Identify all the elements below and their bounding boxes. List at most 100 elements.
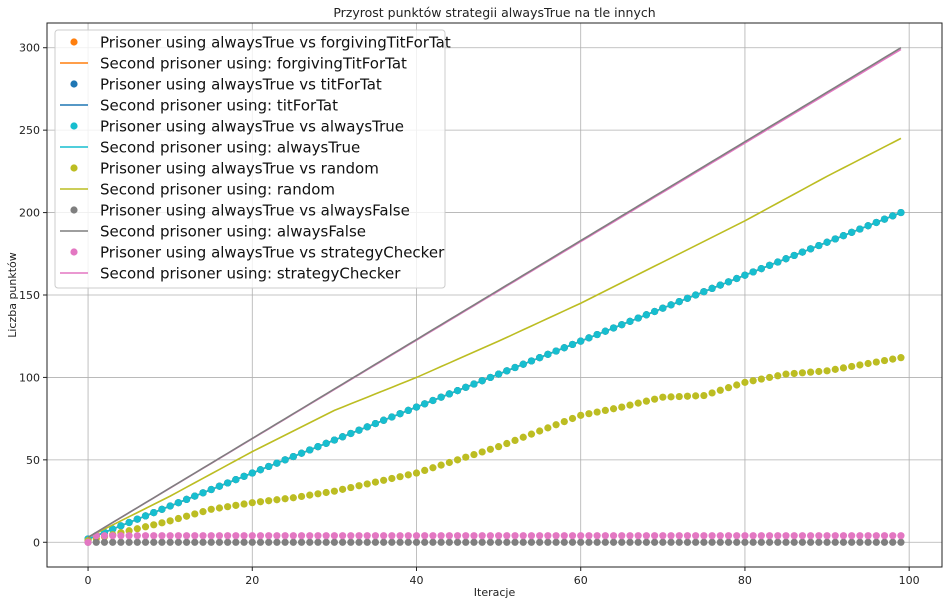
data-point [708, 532, 716, 540]
data-point [191, 492, 199, 500]
data-point [503, 367, 511, 375]
data-point [478, 448, 486, 456]
data-point [347, 538, 355, 546]
data-point [347, 532, 355, 540]
x-tick-label: 20 [245, 574, 259, 587]
data-point [601, 532, 609, 540]
data-point [593, 330, 601, 339]
data-point [445, 390, 453, 398]
data-point [437, 532, 445, 540]
data-point [445, 458, 453, 467]
data-point [790, 532, 798, 540]
data-point [765, 532, 774, 540]
data-point [568, 538, 577, 546]
data-point [503, 439, 511, 448]
data-point [486, 538, 494, 546]
data-point [577, 538, 585, 546]
series-line [87, 137, 902, 539]
data-point [675, 538, 683, 546]
data-point [388, 532, 396, 540]
data-point [133, 515, 141, 523]
data-point [182, 512, 191, 520]
data-point [659, 393, 667, 401]
data-point [166, 502, 174, 510]
data-point [823, 238, 831, 246]
data-point [84, 538, 92, 546]
data-point [536, 427, 544, 435]
data-point [338, 433, 347, 441]
data-point [536, 354, 544, 362]
data-point [798, 369, 807, 377]
data-point [380, 532, 388, 540]
data-point [856, 532, 864, 540]
data-point [150, 538, 158, 546]
data-point [355, 538, 363, 546]
data-point [478, 532, 486, 540]
data-point [363, 532, 371, 540]
data-point [314, 443, 322, 451]
data-point [733, 274, 741, 283]
series-layer [84, 47, 905, 546]
data-point [150, 521, 158, 529]
data-point [314, 532, 322, 540]
data-point [462, 453, 470, 461]
data-point [889, 538, 897, 546]
data-point [626, 317, 634, 325]
data-point [577, 337, 585, 345]
data-point [856, 225, 864, 233]
legend-label: Prisoner using alwaysTrue vs forgivingTi… [100, 34, 451, 52]
data-point [232, 501, 240, 509]
data-point [864, 532, 872, 540]
y-tick-label: 150 [19, 289, 40, 302]
data-point [856, 361, 864, 369]
data-point [568, 414, 577, 423]
data-point [642, 532, 651, 540]
data-point [207, 532, 215, 540]
data-point [609, 405, 618, 413]
data-point [273, 532, 281, 540]
data-point [232, 476, 240, 484]
data-point [527, 430, 536, 438]
data-point [297, 538, 306, 546]
data-point [306, 538, 314, 546]
data-point [749, 538, 757, 546]
data-point [125, 538, 133, 546]
data-point [158, 538, 166, 546]
data-point [297, 492, 306, 501]
data-point [889, 212, 897, 220]
y-tick-label: 0 [33, 536, 40, 549]
data-point [864, 359, 872, 368]
legend-marker [70, 122, 78, 130]
data-point [224, 479, 232, 487]
data-point [199, 532, 207, 540]
data-point [798, 532, 807, 540]
data-point [445, 532, 453, 540]
data-point [273, 538, 281, 546]
data-point [609, 324, 618, 332]
data-point [544, 532, 552, 540]
data-point [495, 443, 503, 451]
data-point [314, 538, 322, 546]
data-point [125, 532, 133, 540]
legend-label: Second prisoner using: titForTat [100, 97, 338, 115]
data-point [322, 439, 330, 447]
y-axis-ticks: 0 50 100 150 200 250 300 [19, 42, 47, 549]
data-point [478, 377, 486, 385]
data-point [700, 288, 708, 296]
x-tick-label: 0 [85, 574, 92, 587]
legend-label: Second prisoner using: alwaysTrue [100, 139, 360, 157]
data-point [774, 532, 782, 540]
data-point [568, 532, 577, 540]
data-point [355, 426, 363, 434]
data-point [363, 423, 371, 431]
data-point [273, 496, 281, 504]
data-point [265, 497, 273, 505]
data-point [724, 278, 733, 286]
data-point [872, 532, 880, 540]
data-point [560, 538, 568, 546]
data-point [618, 532, 626, 540]
data-point [774, 538, 782, 546]
legend-marker [70, 38, 78, 46]
data-point [265, 462, 273, 471]
